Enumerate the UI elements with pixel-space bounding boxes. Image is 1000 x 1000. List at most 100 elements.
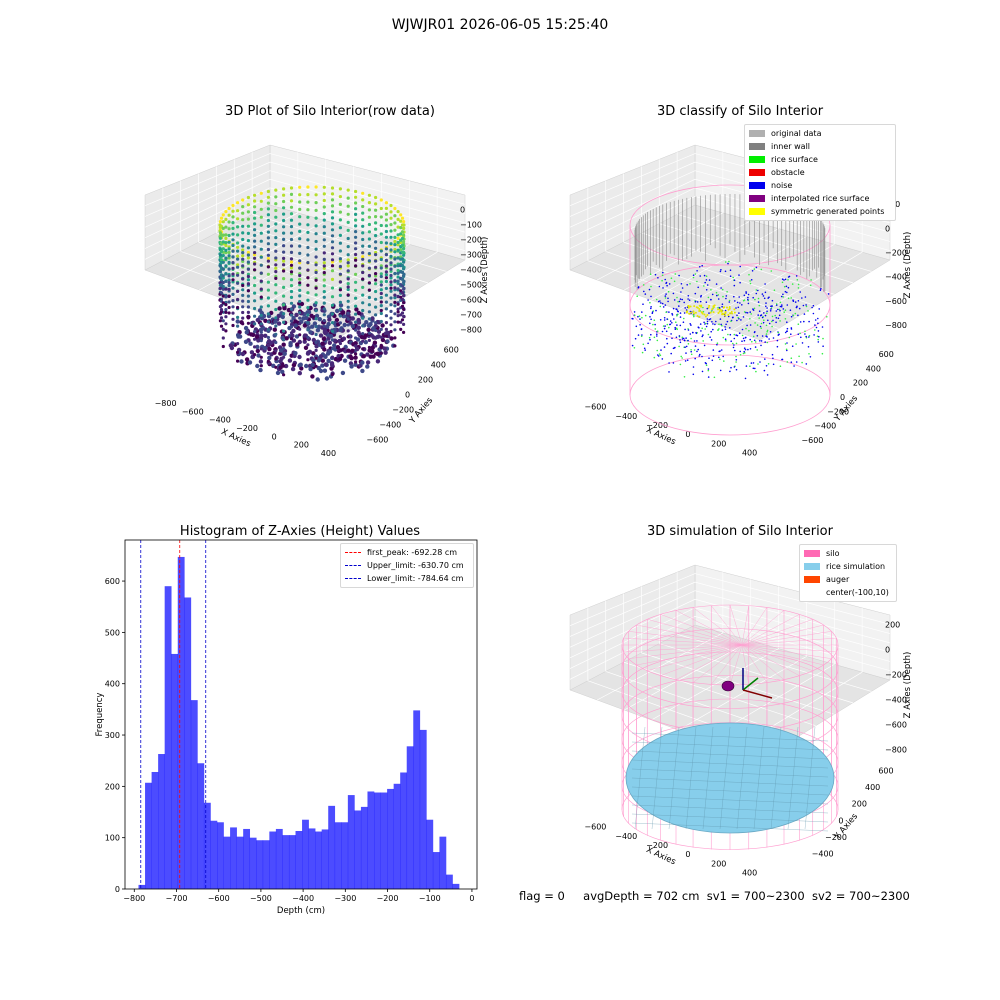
rice-surface-point [744,352,746,354]
silo-roof-wire [741,644,837,653]
raw-point [379,327,383,331]
raw-point [379,240,383,245]
symmetric-point [706,314,709,316]
raw-point [241,288,245,292]
noise-point [751,270,754,272]
raw-point [384,273,388,277]
noise-point [690,350,692,353]
y-tick-label: 600 [878,766,893,775]
raw-point [330,303,335,307]
raw-point [346,212,350,216]
rice-surface-point [724,261,727,263]
noise-point [745,365,748,367]
noise-point [710,330,712,333]
noise-point [672,292,675,295]
raw-point [280,369,285,374]
noise-point [727,262,729,265]
noise-point [778,314,781,317]
histogram-legend-item: first_peak: -692.28 cm [345,546,469,559]
classify-legend-label: noise [771,181,793,190]
raw-point [266,218,270,223]
raw-point [314,232,318,236]
histogram-frame [124,539,478,890]
rice-surface-point [707,296,710,299]
raw-point [289,266,294,270]
y-tick-label: −400 [814,422,836,431]
rice-surface-point [758,317,760,319]
rice-surface-point [742,299,745,302]
z-tick-label: 0 [885,646,890,655]
noise-point [747,296,749,299]
raw-point [246,305,250,309]
raw-point [389,248,393,252]
rice-surface-point [756,349,758,351]
raw-point [330,234,335,238]
symmetric-point [694,311,697,314]
raw-point [311,351,316,356]
raw-point [361,204,365,209]
x-tick-label: 200 [711,859,726,868]
rice-surface-point [674,273,677,275]
raw-point [289,319,294,323]
raw-3d-plot: −800−600−400−2000200400−600−400−20002004… [144,144,490,458]
z-tick-label: −800 [885,321,907,330]
raw-point [367,295,371,300]
raw-point [282,312,286,316]
symmetric-point [696,315,699,317]
raw-point [400,297,405,302]
raw-point [227,311,231,315]
raw-point [289,186,294,190]
raw-point [346,245,350,249]
x-tick-label: −400 [615,832,637,841]
raw-point [298,362,303,367]
symmetric-point [698,310,701,312]
raw-point [308,330,313,335]
noise-point [697,348,699,351]
raw-point [266,201,270,205]
raw-point [266,265,270,269]
silo-roof-wire [741,644,768,683]
raw-point [367,338,371,342]
noise-point [770,308,772,310]
noise-point [724,326,726,328]
raw-point [246,224,250,228]
rice-surface-point [670,277,673,279]
noise-point [783,279,785,281]
noise-point [644,349,646,351]
noise-point [752,362,755,364]
y-tick-label: 100 [105,834,120,843]
raw-point [396,279,400,283]
raw-point [224,329,228,333]
raw-point [227,300,231,304]
histogram-bar [374,792,381,889]
raw-point [379,232,383,236]
raw-point [274,357,278,361]
noise-point [712,323,714,325]
raw-point [224,310,228,314]
rice-surface-point [749,365,751,367]
histogram-bar [452,883,460,889]
raw-point [330,372,335,377]
noise-point [786,291,788,294]
raw-point [293,319,298,324]
classify-legend-swatch [749,143,765,150]
raw-point [259,364,263,368]
noise-point [720,287,722,289]
x-tick-label: 0 [272,432,277,441]
rice-surface-point [690,349,692,351]
noise-point [674,328,677,330]
raw-point [322,261,326,265]
noise-point [677,310,679,313]
raw-point [342,358,348,363]
grid-line [623,241,816,307]
histogram-bar [275,828,283,889]
noise-point [701,370,704,373]
raw-point [274,276,278,280]
symmetric-point [724,314,727,317]
simulation-legend-label: auger [826,575,850,584]
raw-point [241,264,245,268]
noise-point [765,365,768,367]
raw-point [314,301,318,305]
raw-point [399,213,403,217]
grid-line [253,173,382,311]
